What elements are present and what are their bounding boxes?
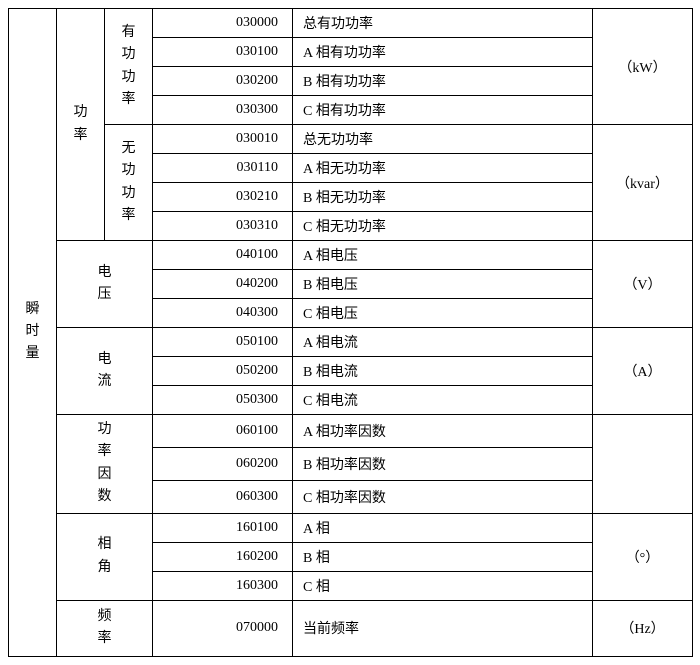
sub-char: 率: [113, 205, 144, 227]
desc-cell: 总无功功率: [293, 125, 593, 154]
desc-cell: C 相功率因数: [293, 480, 593, 513]
desc-cell: C 相: [293, 571, 593, 600]
unit-cell: （V）: [593, 241, 693, 328]
code-cell: 030200: [153, 67, 293, 96]
desc-cell: A 相有功功率: [293, 38, 593, 67]
table-row: 相 角 160100 A 相 （°）: [9, 513, 693, 542]
col1-char: 时: [17, 321, 48, 343]
group-label-power-factor: 功 率 因 数: [57, 415, 153, 514]
code-cell: 030110: [153, 154, 293, 183]
group-char: 功: [65, 102, 96, 124]
desc-cell: B 相电压: [293, 270, 593, 299]
parameter-table: 瞬 时 量 功 率 有 功 功 率 030000 总有功功率 （kW） 0301…: [8, 8, 693, 657]
sub-char: 功: [113, 160, 144, 182]
group-label-power: 功 率: [57, 9, 105, 241]
unit-cell: （°）: [593, 513, 693, 600]
desc-cell: B 相电流: [293, 357, 593, 386]
col1-char: 量: [17, 343, 48, 365]
code-cell: 030300: [153, 96, 293, 125]
desc-cell: A 相: [293, 513, 593, 542]
group-char: 压: [65, 284, 144, 306]
desc-cell: A 相电流: [293, 328, 593, 357]
group-char: 角: [65, 557, 144, 579]
sub-char: 率: [113, 89, 144, 111]
unit-cell: （kW）: [593, 9, 693, 125]
code-cell: 040300: [153, 299, 293, 328]
unit-cell: （kvar）: [593, 125, 693, 241]
group-char: 率: [65, 441, 144, 463]
group-char: 电: [65, 349, 144, 371]
desc-cell: C 相电流: [293, 386, 593, 415]
group-label-voltage: 电 压: [57, 241, 153, 328]
code-cell: 160100: [153, 513, 293, 542]
desc-cell: C 相电压: [293, 299, 593, 328]
desc-cell: A 相电压: [293, 241, 593, 270]
code-cell: 070000: [153, 600, 293, 656]
group-label-phase-angle: 相 角: [57, 513, 153, 600]
sub-char: 无: [113, 138, 144, 160]
sub-char: 功: [113, 183, 144, 205]
desc-cell: B 相: [293, 542, 593, 571]
group-char: 数: [65, 486, 144, 508]
code-cell: 030100: [153, 38, 293, 67]
col1-char: 瞬: [17, 299, 48, 321]
table-row: 频 率 070000 当前频率 （Hz）: [9, 600, 693, 656]
code-cell: 040200: [153, 270, 293, 299]
code-cell: 030010: [153, 125, 293, 154]
code-cell: 050100: [153, 328, 293, 357]
code-cell: 030310: [153, 212, 293, 241]
desc-cell: B 相无功功率: [293, 183, 593, 212]
sub-char: 有: [113, 22, 144, 44]
code-cell: 060200: [153, 447, 293, 480]
code-cell: 060100: [153, 415, 293, 448]
code-cell: 030000: [153, 9, 293, 38]
group-char: 流: [65, 371, 144, 393]
unit-cell: [593, 415, 693, 514]
group-char: 电: [65, 262, 144, 284]
unit-cell: （A）: [593, 328, 693, 415]
group-char: 因: [65, 464, 144, 486]
code-cell: 160300: [153, 571, 293, 600]
group-label-current: 电 流: [57, 328, 153, 415]
group-char: 相: [65, 534, 144, 556]
code-cell: 030210: [153, 183, 293, 212]
code-cell: 050200: [153, 357, 293, 386]
group-char: 功: [65, 419, 144, 441]
group-char: 频: [65, 606, 144, 628]
subgroup-label-active-power: 有 功 功 率: [105, 9, 153, 125]
unit-cell: （Hz）: [593, 600, 693, 656]
desc-cell: B 相功率因数: [293, 447, 593, 480]
desc-cell: C 相无功功率: [293, 212, 593, 241]
desc-cell: 当前频率: [293, 600, 593, 656]
col1-label: 瞬 时 量: [9, 9, 57, 657]
table-row: 功 率 因 数 060100 A 相功率因数: [9, 415, 693, 448]
table-row: 无 功 功 率 030010 总无功功率 （kvar）: [9, 125, 693, 154]
group-label-frequency: 频 率: [57, 600, 153, 656]
code-cell: 160200: [153, 542, 293, 571]
subgroup-label-reactive-power: 无 功 功 率: [105, 125, 153, 241]
table-row: 瞬 时 量 功 率 有 功 功 率 030000 总有功功率 （kW）: [9, 9, 693, 38]
desc-cell: A 相无功功率: [293, 154, 593, 183]
table-row: 电 流 050100 A 相电流 （A）: [9, 328, 693, 357]
table-row: 电 压 040100 A 相电压 （V）: [9, 241, 693, 270]
desc-cell: B 相有功功率: [293, 67, 593, 96]
desc-cell: 总有功功率: [293, 9, 593, 38]
sub-char: 功: [113, 67, 144, 89]
group-char: 率: [65, 628, 144, 650]
code-cell: 060300: [153, 480, 293, 513]
code-cell: 050300: [153, 386, 293, 415]
desc-cell: A 相功率因数: [293, 415, 593, 448]
desc-cell: C 相有功功率: [293, 96, 593, 125]
sub-char: 功: [113, 44, 144, 66]
group-char: 率: [65, 125, 96, 147]
code-cell: 040100: [153, 241, 293, 270]
